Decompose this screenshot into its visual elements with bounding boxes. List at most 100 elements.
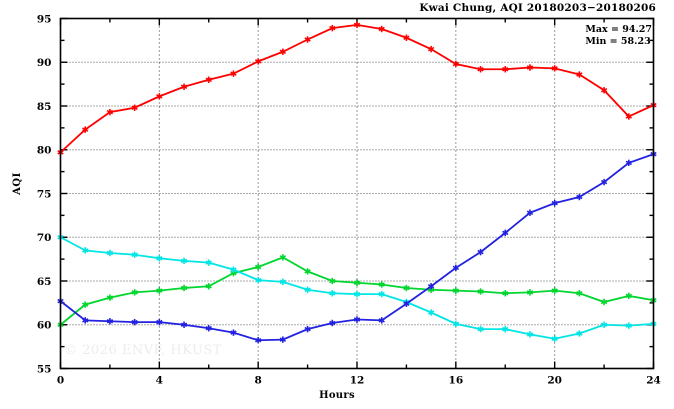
marker bbox=[131, 104, 138, 111]
marker bbox=[427, 283, 435, 290]
marker bbox=[353, 21, 361, 29]
marker bbox=[254, 58, 262, 65]
marker bbox=[526, 289, 534, 296]
marker bbox=[279, 336, 287, 343]
marker bbox=[329, 290, 336, 297]
chart-title: Kwai Chung, AQI 20180203−20180206 bbox=[419, 2, 656, 14]
marker bbox=[526, 331, 534, 338]
svg-text:70: 70 bbox=[37, 232, 52, 244]
marker bbox=[403, 284, 410, 292]
marker bbox=[378, 290, 385, 298]
series-red bbox=[59, 23, 654, 154]
svg-text:16: 16 bbox=[449, 375, 464, 387]
marker bbox=[131, 318, 138, 326]
marker bbox=[205, 76, 212, 83]
marker bbox=[427, 45, 435, 53]
marker bbox=[576, 71, 583, 78]
svg-text:24: 24 bbox=[646, 375, 661, 387]
marker bbox=[551, 287, 558, 294]
marker bbox=[304, 286, 311, 293]
marker bbox=[205, 283, 212, 290]
marker bbox=[378, 25, 385, 33]
svg-text:95: 95 bbox=[37, 13, 52, 25]
marker bbox=[477, 66, 484, 73]
marker bbox=[279, 254, 287, 261]
svg-text:8: 8 bbox=[255, 375, 262, 387]
marker bbox=[279, 48, 287, 55]
marker bbox=[551, 335, 558, 342]
marker bbox=[427, 309, 435, 316]
svg-text:80: 80 bbox=[37, 145, 52, 157]
marker bbox=[254, 263, 262, 271]
marker bbox=[304, 325, 311, 333]
marker bbox=[551, 65, 558, 72]
series-cyan bbox=[60, 236, 654, 340]
marker bbox=[502, 290, 509, 297]
marker bbox=[156, 318, 163, 326]
marker bbox=[600, 178, 608, 186]
marker bbox=[551, 199, 558, 207]
marker bbox=[230, 70, 237, 77]
svg-text:65: 65 bbox=[37, 276, 52, 288]
marker bbox=[502, 325, 509, 333]
max-value-label: Max = 94.27 bbox=[585, 24, 652, 35]
marker bbox=[477, 288, 484, 295]
marker bbox=[625, 292, 632, 300]
marker bbox=[279, 278, 287, 286]
marker bbox=[452, 264, 460, 272]
svg-text:90: 90 bbox=[37, 57, 52, 69]
marker bbox=[106, 108, 114, 116]
marker bbox=[254, 337, 262, 344]
marker bbox=[452, 287, 460, 294]
marker bbox=[329, 277, 336, 285]
marker bbox=[625, 322, 632, 329]
marker bbox=[477, 248, 484, 256]
marker bbox=[477, 325, 484, 333]
marker bbox=[403, 300, 410, 307]
marker bbox=[180, 83, 188, 90]
plot-frame bbox=[59, 17, 655, 370]
marker bbox=[230, 329, 237, 336]
marker bbox=[625, 159, 632, 167]
marker bbox=[353, 316, 361, 323]
marker bbox=[82, 317, 89, 324]
marker bbox=[230, 266, 237, 273]
marker bbox=[156, 93, 163, 100]
marker bbox=[329, 319, 336, 327]
svg-text:75: 75 bbox=[37, 188, 52, 200]
marker bbox=[156, 255, 163, 262]
marker bbox=[304, 268, 311, 275]
svg-text:0: 0 bbox=[57, 375, 64, 387]
marker bbox=[254, 276, 262, 284]
marker bbox=[600, 87, 608, 94]
marker bbox=[205, 259, 212, 266]
marker bbox=[106, 249, 114, 257]
marker bbox=[131, 251, 138, 258]
min-value-label: Min = 58.23 bbox=[585, 36, 651, 47]
marker bbox=[156, 287, 163, 294]
marker bbox=[502, 229, 509, 237]
svg-text:55: 55 bbox=[37, 363, 52, 375]
marker bbox=[353, 279, 361, 286]
marker bbox=[576, 330, 583, 337]
marker bbox=[452, 60, 460, 68]
marker bbox=[304, 36, 311, 43]
marker bbox=[600, 298, 608, 306]
tick-labels: 55 60 65 70 75 80 85 90 95 0 4 8 12 16 20 24 bbox=[37, 13, 661, 386]
marker bbox=[205, 325, 212, 332]
marker bbox=[180, 321, 188, 328]
marker bbox=[82, 301, 89, 308]
marker bbox=[106, 318, 114, 325]
svg-text:20: 20 bbox=[547, 375, 562, 387]
data-series-group bbox=[57, 21, 657, 344]
marker bbox=[625, 113, 632, 120]
marker bbox=[378, 281, 385, 288]
marker bbox=[502, 66, 509, 73]
marker bbox=[329, 24, 336, 32]
marker bbox=[106, 294, 114, 301]
marker bbox=[526, 209, 534, 216]
marker bbox=[353, 290, 361, 298]
marker bbox=[131, 289, 138, 296]
